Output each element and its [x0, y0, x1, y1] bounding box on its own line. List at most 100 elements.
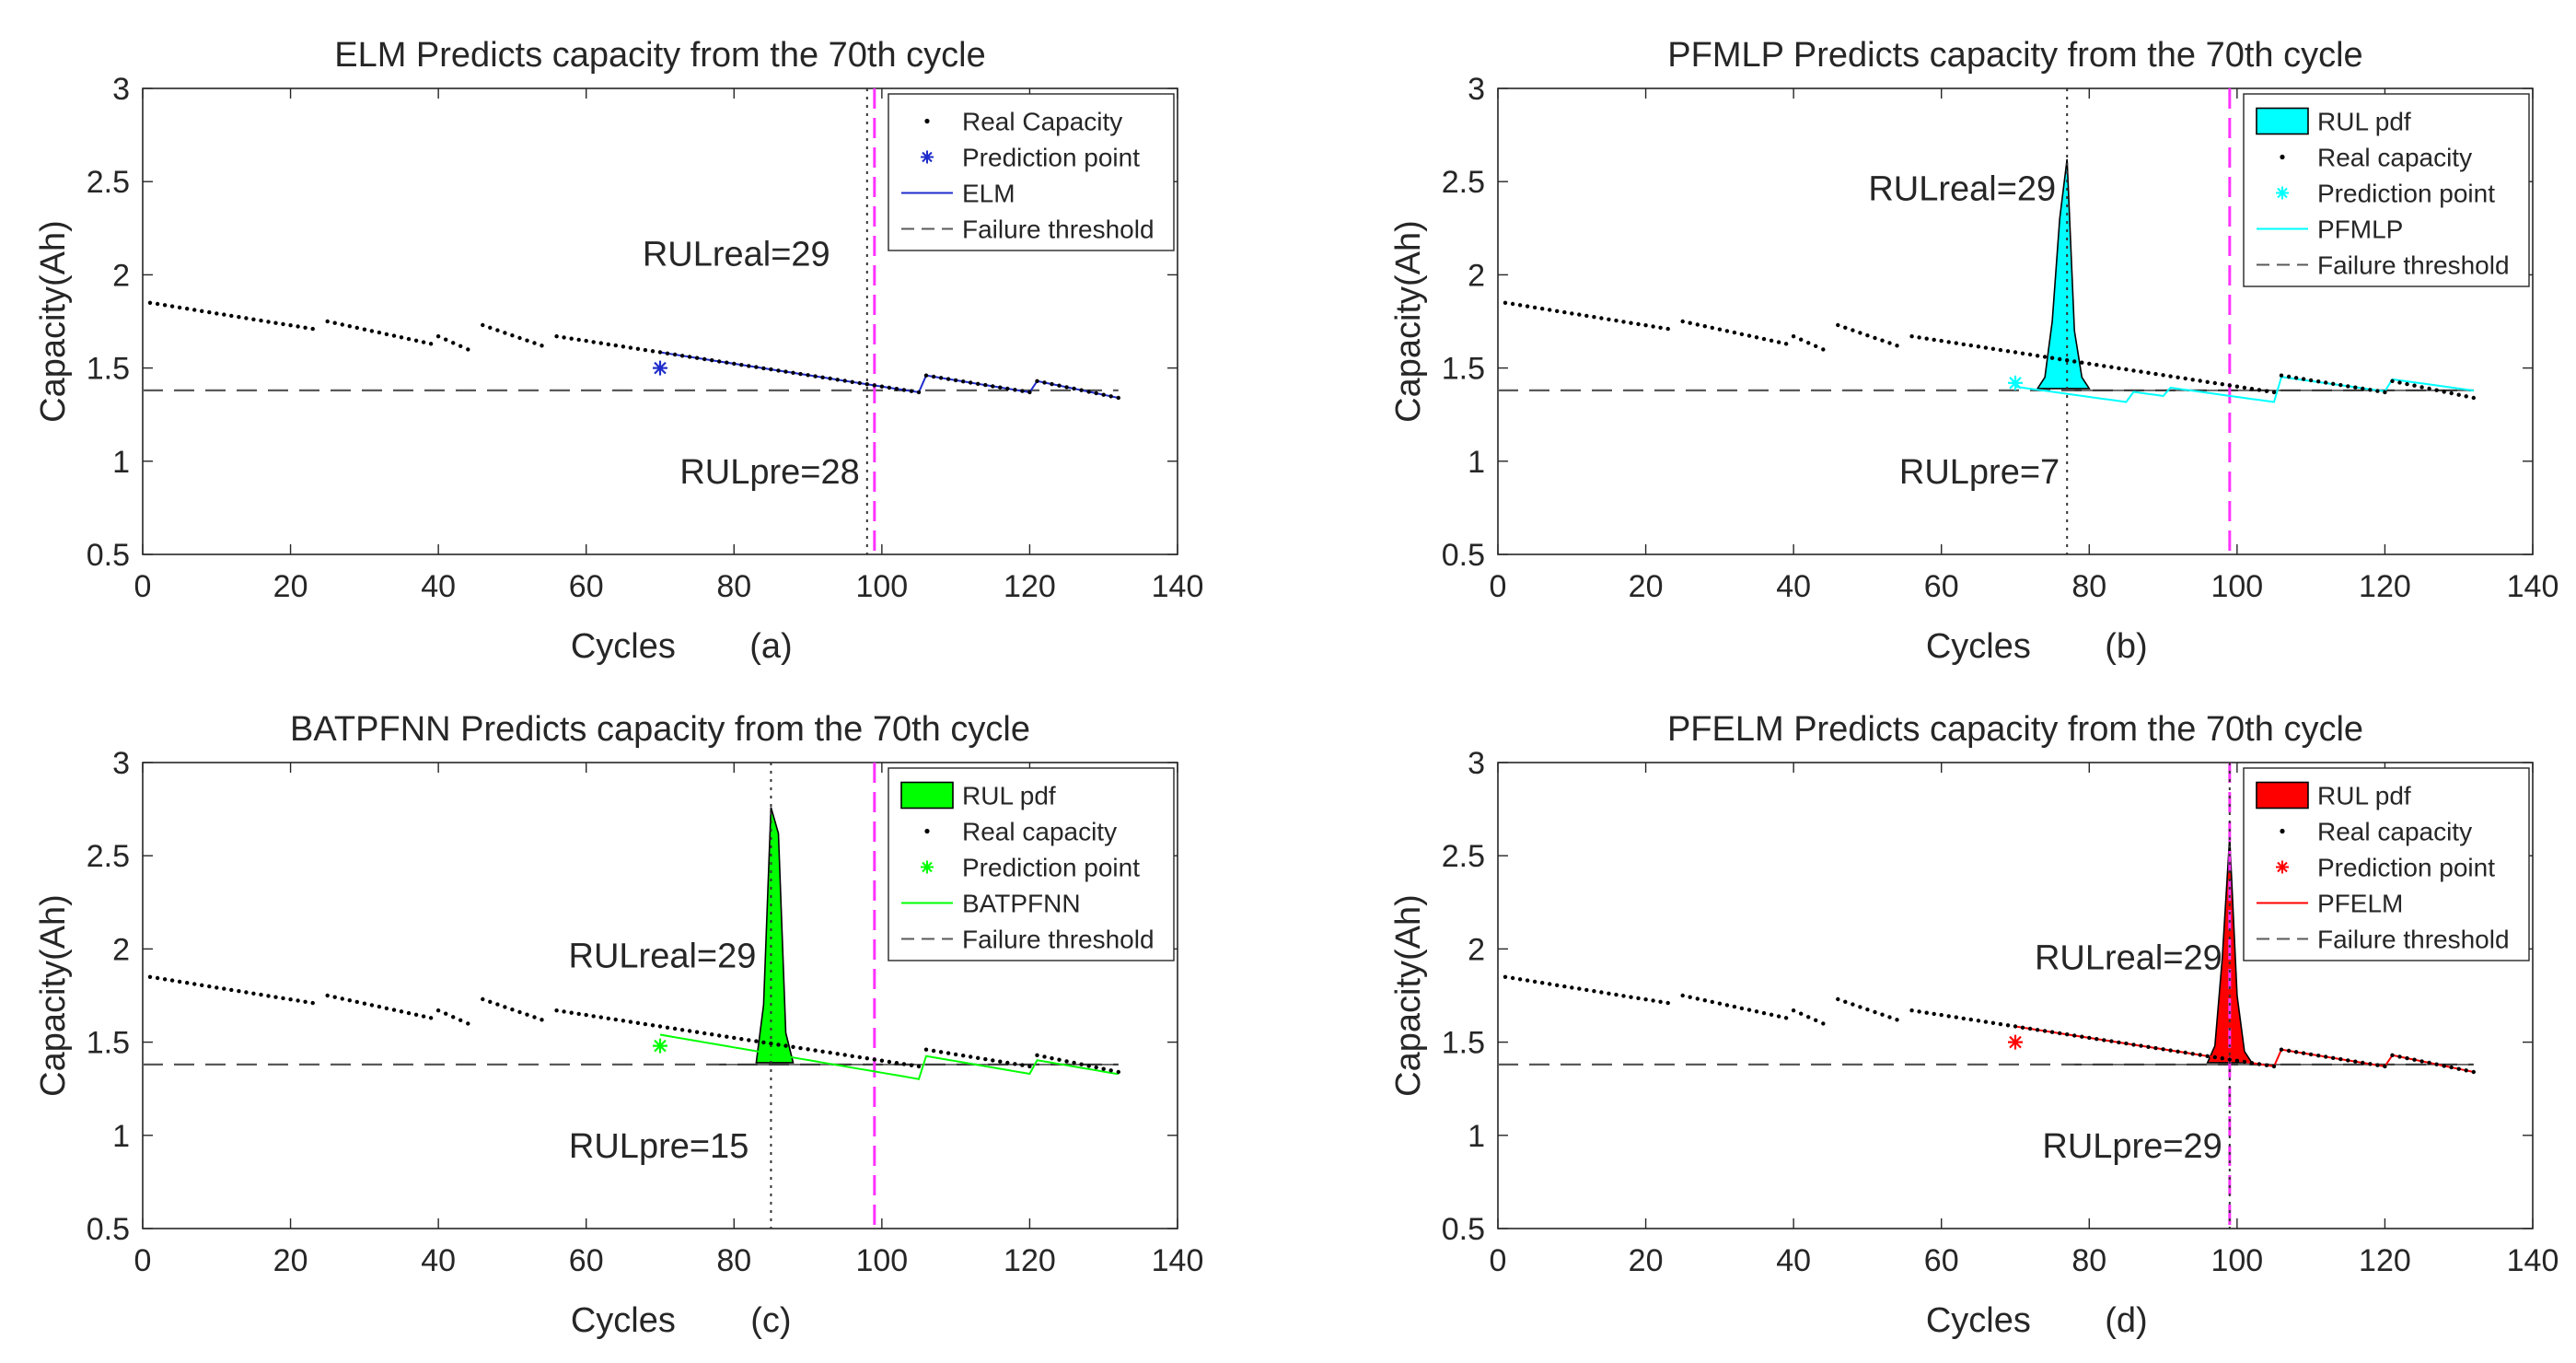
real-capacity-point	[2338, 382, 2343, 388]
real-capacity-point	[879, 384, 885, 389]
real-capacity-point	[244, 990, 249, 995]
real-capacity-point	[288, 323, 293, 328]
prediction-point-marker	[2008, 1034, 2023, 1050]
real-capacity-point	[761, 366, 766, 371]
real-capacity-point	[1717, 327, 1723, 332]
asterisk-stroke	[2009, 377, 2022, 390]
real-capacity-point	[435, 334, 441, 339]
real-capacity-point	[2316, 379, 2321, 384]
real-capacity-point	[1909, 1008, 1914, 1013]
real-capacity-point	[665, 351, 670, 355]
real-capacity-point	[2102, 364, 2106, 368]
real-capacity-series	[1503, 974, 2476, 1075]
real-capacity-point	[2013, 350, 2018, 355]
real-capacity-point	[1961, 1016, 1966, 1021]
real-capacity-point	[894, 387, 899, 391]
real-capacity-point	[2456, 392, 2461, 397]
y-axis-label: Capacity(Ah)	[1389, 894, 1428, 1097]
real-capacity-point	[2464, 1068, 2468, 1073]
real-capacity-point	[162, 977, 168, 982]
real-capacity-point	[732, 361, 737, 367]
real-capacity-point	[901, 388, 907, 392]
legend-label: Failure threshold	[962, 926, 1155, 954]
real-capacity-point	[1858, 331, 1862, 335]
real-capacity-point	[710, 1032, 714, 1037]
real-capacity-point	[2190, 1052, 2195, 1056]
real-capacity-point	[1865, 1008, 1870, 1012]
real-capacity-point	[1636, 996, 1641, 1001]
legend-label: Failure threshold	[2317, 251, 2510, 280]
real-capacity-point	[2368, 1062, 2373, 1066]
real-capacity-point	[983, 1056, 988, 1062]
x-tick-label: 60	[569, 569, 604, 604]
real-capacity-point	[1680, 993, 1685, 998]
real-capacity-point	[923, 373, 929, 378]
real-capacity-point	[820, 1049, 825, 1054]
real-capacity-point	[1013, 1062, 1017, 1066]
real-capacity-point	[1968, 1017, 1973, 1022]
x-tick-label: 40	[421, 569, 456, 604]
real-capacity-point	[2153, 371, 2158, 377]
real-capacity-point	[2471, 1069, 2476, 1075]
panel-label: (c)	[750, 1301, 791, 1340]
real-capacity-point	[1050, 1055, 1054, 1061]
real-capacity-point	[2227, 383, 2232, 388]
real-capacity-point	[384, 1006, 389, 1011]
legend-label: Real Capacity	[962, 108, 1122, 136]
x-tick-label: 120	[2359, 1243, 2411, 1278]
real-capacity-point	[237, 989, 241, 994]
real-capacity-point	[1658, 999, 1663, 1005]
real-capacity-point	[1013, 388, 1017, 392]
y-tick-label: 2.5	[87, 839, 130, 874]
y-tick-label: 3	[112, 72, 130, 107]
asterisk-stroke	[2277, 187, 2288, 199]
real-capacity-point	[1851, 1002, 1855, 1007]
real-capacity-point	[377, 1004, 382, 1009]
real-capacity-point	[488, 325, 493, 330]
real-capacity-point	[2264, 389, 2269, 393]
real-capacity-point	[672, 1026, 678, 1031]
legend-label: Real capacity	[2317, 818, 2472, 846]
real-capacity-point	[1525, 304, 1530, 309]
real-capacity-point	[2271, 1064, 2277, 1069]
x-tick-label: 80	[2071, 1243, 2106, 1278]
real-capacity-point	[1086, 390, 1091, 394]
real-capacity-point	[2139, 369, 2143, 374]
y-tick-label: 1	[112, 1119, 130, 1154]
real-capacity-point	[1865, 333, 1870, 338]
real-capacity-point	[1517, 977, 1523, 982]
real-capacity-point	[347, 998, 352, 1003]
real-capacity-point	[1836, 996, 1840, 1002]
legend-label: RUL pdf	[2317, 782, 2411, 810]
real-capacity-point	[569, 336, 574, 341]
real-capacity-point	[1548, 982, 1552, 986]
real-capacity-point	[1990, 346, 1996, 351]
real-capacity-point	[481, 996, 485, 1002]
real-capacity-point	[1954, 341, 1958, 345]
real-capacity-point	[717, 1033, 722, 1038]
real-capacity-point	[835, 378, 840, 382]
real-capacity-point	[916, 390, 922, 395]
x-tick-label: 0	[1490, 569, 1507, 604]
real-capacity-point	[754, 365, 759, 369]
real-capacity-point	[2286, 1048, 2292, 1054]
real-capacity-point	[887, 385, 892, 390]
real-capacity-point	[2346, 384, 2350, 389]
real-capacity-point	[2035, 1028, 2040, 1032]
real-capacity-point	[332, 320, 337, 325]
real-capacity-point	[2405, 1055, 2409, 1061]
real-capacity-point	[1592, 989, 1596, 994]
x-tick-label: 120	[2359, 569, 2411, 604]
legend-swatch-dot	[2280, 828, 2285, 834]
real-capacity-point	[2220, 1056, 2224, 1061]
real-capacity-point	[776, 1043, 781, 1047]
real-capacity-point	[1607, 317, 1611, 321]
real-capacity-point	[2301, 1051, 2306, 1055]
real-capacity-point	[177, 305, 182, 310]
asterisk-stroke	[922, 861, 933, 873]
asterisk-stroke	[922, 151, 933, 163]
x-axis-label: Cycles	[1926, 627, 2031, 666]
real-capacity-point	[362, 327, 367, 332]
real-capacity-point	[2249, 387, 2255, 391]
